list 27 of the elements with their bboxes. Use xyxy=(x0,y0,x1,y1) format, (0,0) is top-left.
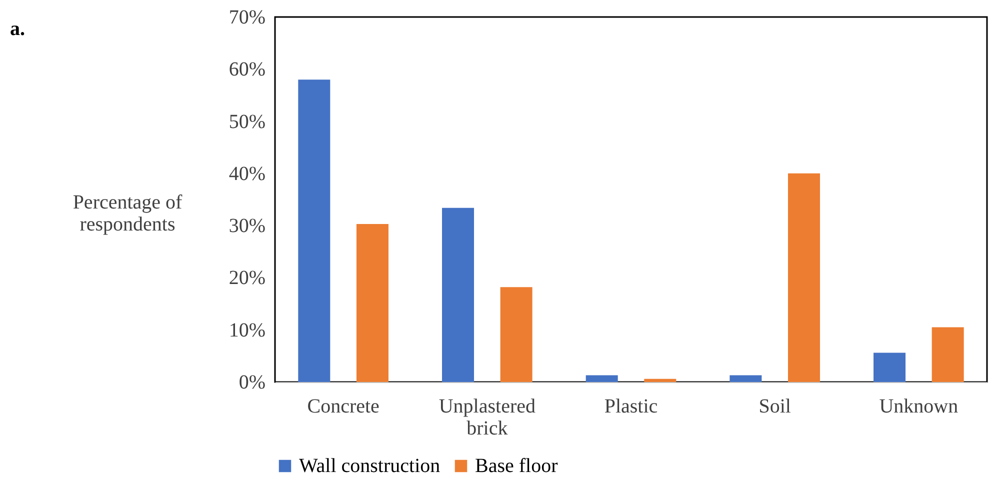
x-tick-label: Concrete xyxy=(307,396,380,418)
y-tick-label: 50% xyxy=(228,110,266,133)
y-tick-label: 70% xyxy=(228,6,266,28)
x-tick-label: Unplastered brick xyxy=(438,396,536,440)
y-tick-label: 0% xyxy=(238,372,266,394)
bar xyxy=(586,375,618,382)
bar xyxy=(356,224,388,382)
text: a. xyxy=(10,18,25,40)
bar xyxy=(644,378,676,382)
x-tick-label: Soil xyxy=(758,396,792,418)
y-tick-label: 10% xyxy=(228,319,266,342)
x-tick-label: Plastic xyxy=(604,396,658,418)
y-tick-label: 20% xyxy=(228,267,266,290)
y-tick-label: 60% xyxy=(228,58,266,81)
y-tick-label: 40% xyxy=(228,162,266,185)
y-tick-label: 30% xyxy=(228,215,266,238)
legend-label: Base floor xyxy=(475,455,558,477)
legend-label: Wall construction xyxy=(299,455,440,477)
bar xyxy=(442,208,474,382)
bar xyxy=(874,352,906,382)
bar xyxy=(500,287,532,382)
bar xyxy=(730,375,762,382)
bar xyxy=(788,173,820,382)
bar xyxy=(298,80,330,382)
x-tick-label: Unknown xyxy=(879,396,958,418)
bar xyxy=(932,327,964,382)
y-axis-title: Percentage of respondents xyxy=(72,192,183,236)
